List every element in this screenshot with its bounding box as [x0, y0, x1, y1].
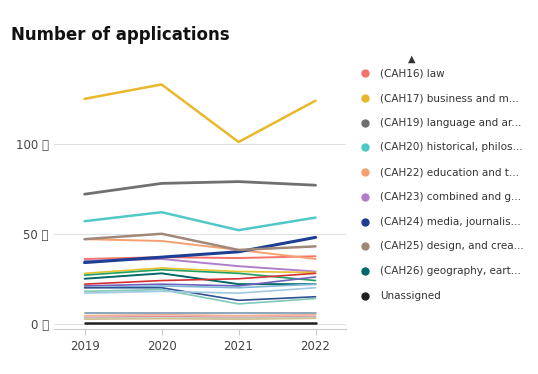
- Text: Number of applications: Number of applications: [11, 26, 229, 44]
- Text: (CAH26) geography, eart...: (CAH26) geography, eart...: [380, 266, 521, 276]
- Text: (CAH17) business and m...: (CAH17) business and m...: [380, 93, 519, 103]
- Text: Unassigned: Unassigned: [380, 291, 441, 301]
- Text: (CAH24) media, journalis...: (CAH24) media, journalis...: [380, 217, 521, 227]
- Text: ▲: ▲: [408, 53, 416, 64]
- Text: (CAH19) language and ar...: (CAH19) language and ar...: [380, 118, 521, 128]
- Text: (CAH23) combined and g...: (CAH23) combined and g...: [380, 192, 521, 202]
- Text: (CAH16) law: (CAH16) law: [380, 68, 444, 78]
- Text: (CAH25) design, and crea...: (CAH25) design, and crea...: [380, 241, 523, 251]
- Text: (CAH20) historical, philos...: (CAH20) historical, philos...: [380, 142, 522, 153]
- Text: (CAH22) education and t...: (CAH22) education and t...: [380, 167, 519, 177]
